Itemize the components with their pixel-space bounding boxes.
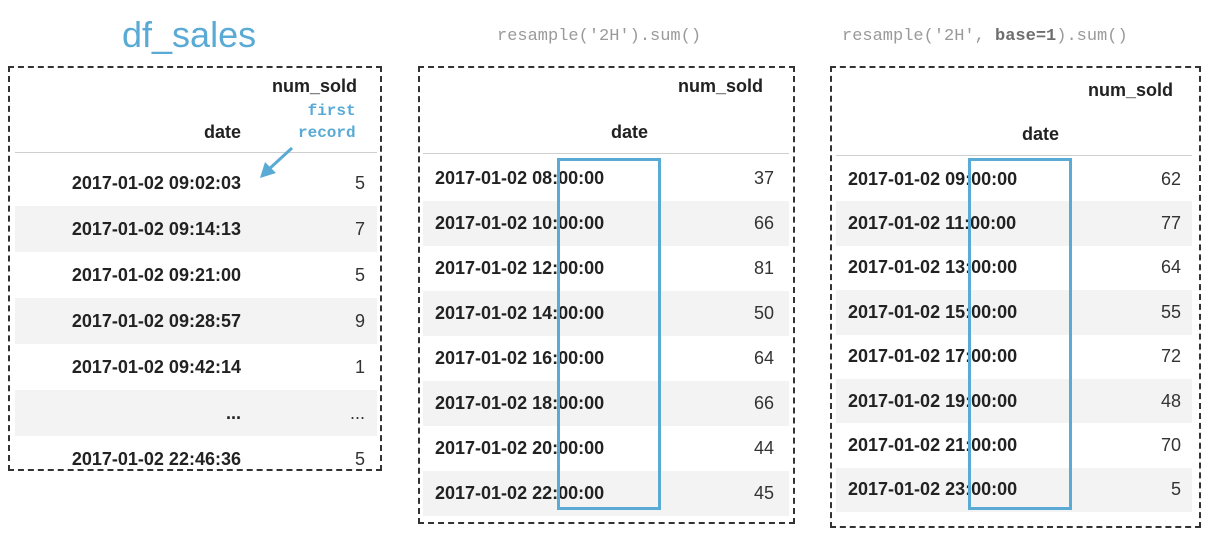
row-value: 45 <box>661 471 789 516</box>
resample-code-label: resample('2H').sum() <box>497 26 701 48</box>
row-value: 55 <box>1070 290 1192 334</box>
row-value: 44 <box>661 426 789 471</box>
resample-base-code-suffix: ).sum() <box>1056 27 1127 46</box>
table-row: 2017-01-02 09:28:57 9 <box>15 298 377 344</box>
row-day: 2017-01-02 <box>435 393 527 414</box>
header-divider <box>836 155 1192 156</box>
first-record-note: first record <box>298 100 356 144</box>
row-date: ... <box>15 390 251 436</box>
row-value: 5 <box>251 436 377 482</box>
row-day: 2017-01-02 <box>848 435 940 456</box>
note-line-record: record <box>298 124 356 142</box>
row-value: 64 <box>661 336 789 381</box>
header-divider <box>15 152 377 153</box>
row-day: 2017-01-02 <box>435 258 527 279</box>
index-header-date: date <box>204 122 241 143</box>
table-row: ...... <box>15 390 377 436</box>
resample-base-code-label: resample('2H', base=1).sum() <box>842 26 1128 48</box>
row-day: 2017-01-02 <box>848 302 940 323</box>
row-value: 48 <box>1070 379 1192 423</box>
row-day: 2017-01-02 <box>435 303 527 324</box>
row-day: 2017-01-02 <box>435 438 527 459</box>
table-row: 2017-01-02 09:21:00 5 <box>15 252 377 298</box>
row-date: 2017-01-02 09:42:14 <box>15 344 251 390</box>
table-row: 2017-01-02 22:46:36 5 <box>15 436 377 482</box>
row-day: 2017-01-02 <box>848 213 940 234</box>
row-value: ... <box>251 390 377 436</box>
base-keyword: base=1 <box>995 27 1056 46</box>
row-day: 2017-01-02 <box>435 168 527 189</box>
row-value: 77 <box>1070 201 1192 245</box>
row-day: 2017-01-02 <box>435 213 527 234</box>
note-line-first: first <box>308 102 356 120</box>
row-day: 2017-01-02 <box>848 257 940 278</box>
table-row: 2017-01-02 09:14:13 7 <box>15 206 377 252</box>
row-day: 2017-01-02 <box>848 391 940 412</box>
row-value: 64 <box>1070 246 1192 290</box>
row-date: 2017-01-02 09:28:57 <box>15 298 251 344</box>
time-highlight-box <box>557 158 661 510</box>
time-highlight-box <box>968 158 1072 510</box>
row-value: 66 <box>661 381 789 426</box>
row-value: 5 <box>251 252 377 298</box>
row-day: 2017-01-02 <box>435 348 527 369</box>
row-date: 2017-01-02 09:02:03 <box>15 160 251 206</box>
row-value: 66 <box>661 201 789 246</box>
resample-base-code-prefix: resample('2H', <box>842 27 995 46</box>
row-date: 2017-01-02 09:14:13 <box>15 206 251 252</box>
row-value: 5 <box>1070 468 1192 512</box>
row-day: 2017-01-02 <box>435 483 527 504</box>
row-value: 70 <box>1070 423 1192 467</box>
resample-code-text: resample('2H').sum() <box>497 27 701 46</box>
row-value: 50 <box>661 291 789 336</box>
row-value: 7 <box>251 206 377 252</box>
row-value: 81 <box>661 246 789 291</box>
index-header-date: date <box>611 122 648 143</box>
column-header-num-sold: num_sold <box>272 76 357 97</box>
row-value: 62 <box>1070 157 1192 201</box>
row-value: 5 <box>251 160 377 206</box>
header-divider <box>423 153 789 154</box>
row-day: 2017-01-02 <box>848 169 940 190</box>
row-value: 72 <box>1070 335 1192 379</box>
table-row: 2017-01-02 09:42:14 1 <box>15 344 377 390</box>
table-row: 2017-01-02 09:02:03 5 <box>15 160 377 206</box>
row-day: 2017-01-02 <box>848 346 940 367</box>
column-header-num-sold: num_sold <box>1088 80 1173 101</box>
row-value: 1 <box>251 344 377 390</box>
index-header-date: date <box>1022 124 1059 145</box>
row-date: 2017-01-02 22:46:36 <box>15 436 251 482</box>
row-value: 37 <box>661 156 789 201</box>
row-date: 2017-01-02 09:21:00 <box>15 252 251 298</box>
df-sales-table: 2017-01-02 09:02:03 5 2017-01-02 09:14:13… <box>15 160 377 482</box>
column-header-num-sold: num_sold <box>678 76 763 97</box>
df-sales-title: df_sales <box>122 14 256 56</box>
row-day: 2017-01-02 <box>848 479 940 500</box>
row-value: 9 <box>251 298 377 344</box>
